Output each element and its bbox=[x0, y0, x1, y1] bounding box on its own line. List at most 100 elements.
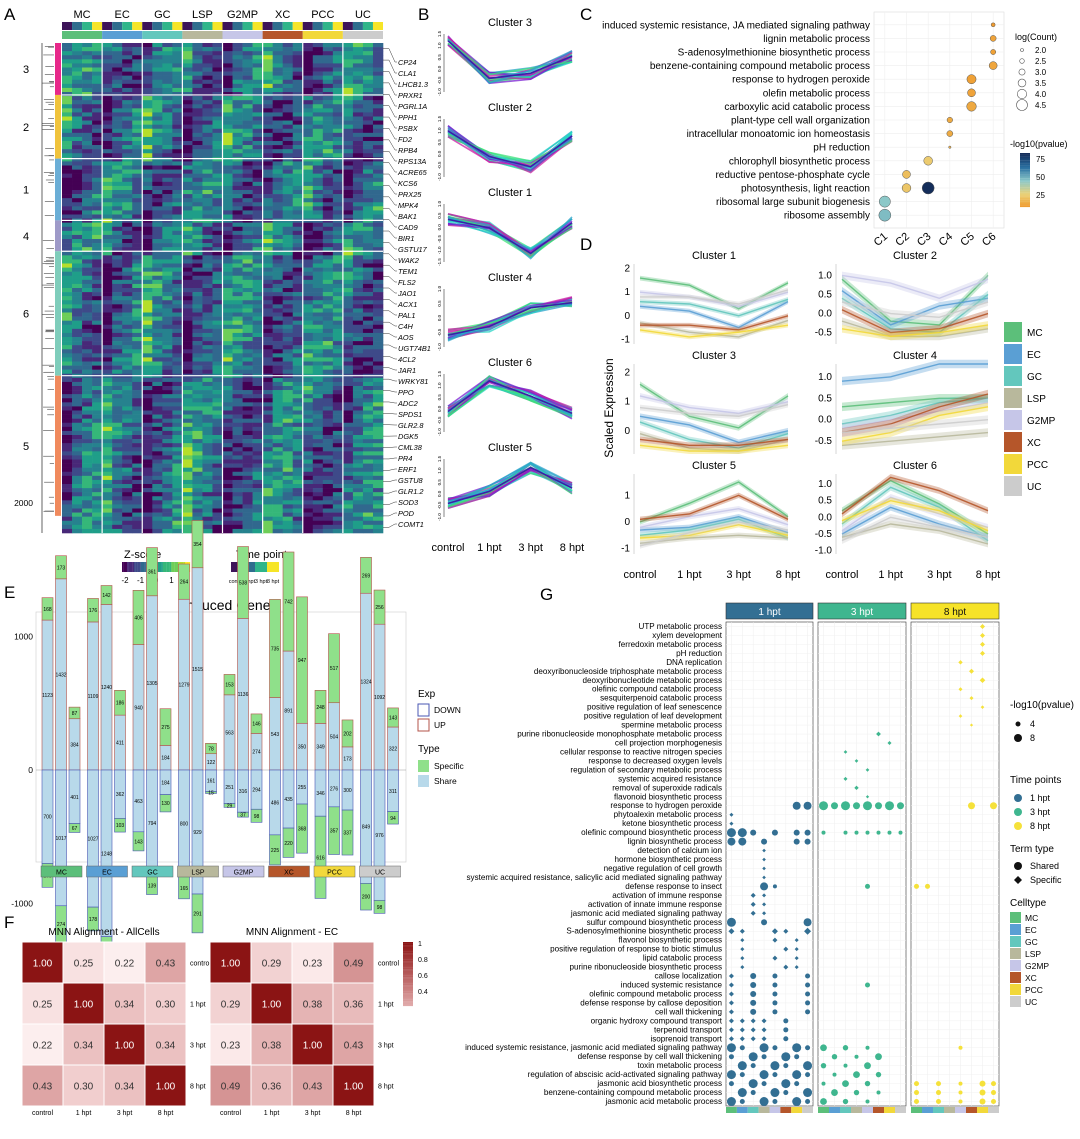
heat-cell bbox=[262, 390, 273, 395]
heat-cell bbox=[322, 190, 334, 195]
heat-cell bbox=[122, 92, 133, 97]
heat-cell bbox=[92, 296, 103, 301]
heat-cell bbox=[92, 149, 103, 154]
heat-cell bbox=[182, 484, 193, 489]
heat-cell bbox=[62, 165, 73, 170]
heat-cell bbox=[92, 104, 103, 109]
heat-cell bbox=[342, 210, 354, 215]
heat-cell bbox=[122, 365, 133, 370]
heat-cell bbox=[82, 484, 93, 489]
heat-cell bbox=[302, 185, 314, 191]
heat-cell bbox=[152, 173, 163, 179]
heat-cell bbox=[102, 414, 113, 419]
heat-cell bbox=[62, 467, 73, 473]
size-legend-label: 4.0 bbox=[1035, 90, 1047, 99]
heat-cell bbox=[302, 210, 314, 215]
heat-cell bbox=[112, 153, 123, 158]
heat-cell bbox=[342, 488, 354, 493]
heat-cell bbox=[252, 422, 263, 428]
heat-cell bbox=[352, 92, 364, 97]
heat-cell bbox=[202, 390, 213, 395]
heat-cell bbox=[142, 418, 153, 424]
heat-cell bbox=[352, 198, 364, 203]
y-tick: 1 bbox=[624, 397, 630, 408]
heat-cell bbox=[362, 173, 374, 179]
heat-cell bbox=[272, 386, 283, 391]
gene-leader bbox=[383, 378, 397, 382]
heat-cell bbox=[112, 484, 123, 489]
heat-cell bbox=[262, 79, 273, 85]
heat-cell bbox=[82, 488, 93, 493]
heat-cell bbox=[112, 426, 123, 432]
heat-cell bbox=[222, 267, 233, 272]
heat-cell bbox=[92, 173, 103, 179]
gene-label: COMT1 bbox=[398, 520, 424, 529]
heat-cell bbox=[332, 132, 344, 138]
heat-cell bbox=[262, 222, 273, 228]
celltype-strip bbox=[769, 1107, 781, 1113]
heat-cell bbox=[222, 402, 233, 407]
heat-cell bbox=[112, 328, 123, 334]
y-tick: 0.0 bbox=[437, 150, 442, 157]
mnn-cell bbox=[103, 1064, 146, 1107]
color-gradient bbox=[1020, 153, 1030, 155]
trend-ribbon bbox=[842, 494, 988, 534]
heat-cell bbox=[112, 430, 123, 436]
heat-cell bbox=[272, 484, 283, 489]
heat-cell bbox=[332, 173, 344, 179]
heat-cell bbox=[322, 337, 334, 342]
heat-cell bbox=[62, 520, 73, 526]
heat-cell bbox=[222, 435, 233, 440]
heat-cell bbox=[312, 279, 324, 285]
heat-cell bbox=[62, 308, 73, 313]
heat-cell bbox=[172, 365, 183, 370]
heat-cell bbox=[362, 528, 374, 534]
cluster-label-5: 5 bbox=[23, 441, 29, 453]
heat-cell bbox=[322, 226, 334, 232]
heat-cell bbox=[372, 492, 384, 497]
heat-cell bbox=[122, 467, 133, 473]
heat-cell bbox=[372, 496, 384, 501]
heat-cell bbox=[342, 43, 354, 48]
heat-cell bbox=[352, 414, 364, 419]
heat-cell bbox=[312, 128, 324, 134]
heat-cell bbox=[272, 120, 283, 125]
celltype-strip bbox=[182, 31, 223, 39]
heat-cell bbox=[302, 381, 314, 387]
celltype-strip bbox=[911, 1107, 922, 1113]
heat-cell bbox=[92, 132, 103, 138]
mnn-cell bbox=[209, 941, 252, 984]
heat-cell bbox=[302, 451, 314, 456]
heat-cell bbox=[312, 447, 324, 452]
heat-cell bbox=[262, 283, 273, 289]
heat-cell bbox=[272, 394, 283, 399]
heat-cell bbox=[162, 112, 173, 117]
heat-cell bbox=[192, 87, 203, 93]
heat-cell bbox=[232, 369, 243, 375]
heat-cell bbox=[342, 328, 354, 334]
heat-cell bbox=[342, 418, 354, 424]
heat-cell bbox=[92, 304, 103, 309]
heat-cell bbox=[332, 484, 344, 489]
heat-cell bbox=[252, 414, 263, 419]
mnn-colorbar bbox=[403, 990, 413, 992]
heat-cell bbox=[102, 447, 113, 452]
heat-cell bbox=[162, 516, 173, 522]
heat-cell bbox=[312, 381, 324, 387]
heat-cell bbox=[282, 157, 294, 162]
heat-cell bbox=[372, 247, 384, 252]
heat-cell bbox=[272, 512, 283, 517]
heat-cell bbox=[282, 467, 294, 473]
heat-cell bbox=[302, 312, 314, 317]
mnn-colorbar bbox=[403, 1002, 413, 1005]
heat-cell bbox=[182, 516, 193, 522]
heat-cell bbox=[162, 243, 173, 248]
heat-cell bbox=[122, 488, 133, 493]
heat-cell bbox=[112, 320, 123, 326]
heat-cell bbox=[172, 194, 183, 199]
heat-cell bbox=[202, 386, 213, 391]
y-tick: -0.5 bbox=[437, 234, 442, 242]
heat-cell bbox=[102, 251, 113, 256]
trend-line bbox=[639, 507, 789, 529]
heat-cell bbox=[242, 324, 253, 330]
